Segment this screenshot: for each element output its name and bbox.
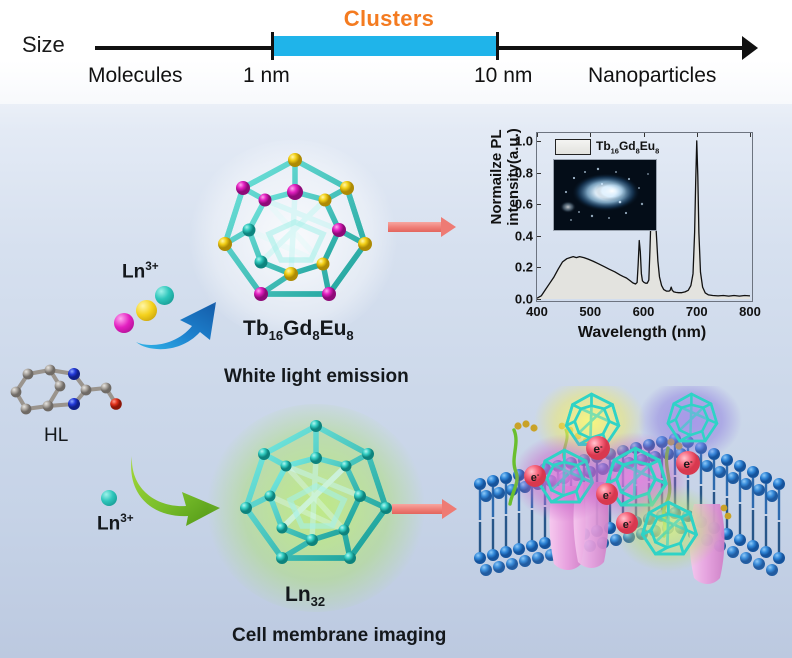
chart-x-tick-mark (537, 133, 538, 137)
top-pathway-caption: White light emission (224, 366, 409, 387)
size-axis-label-molecules: Molecules (88, 64, 183, 87)
cluster-cage-tb16gd8eu8-icon (218, 153, 372, 301)
chart-x-axis-label: Wavelength (nm) (577, 324, 707, 341)
bottom-result-arrow-shaft (392, 504, 444, 514)
size-axis-arrowhead-icon (742, 36, 758, 60)
chart-x-tick: 800 (739, 304, 761, 319)
top-result-arrow-head-icon (441, 217, 456, 237)
top-cluster-formula: Tb16Gd8Eu8 (243, 317, 354, 344)
electron-badge: e- e- e- e- e- (524, 436, 700, 534)
chart-y-tick-mark (537, 235, 541, 237)
chart-y-tick-mark (537, 299, 541, 300)
size-axis-title: Size (22, 32, 65, 57)
chart-y-tick-mark (537, 204, 541, 206)
chart-x-tick-mark (643, 133, 645, 137)
top-result-arrow-shaft (388, 222, 443, 232)
size-axis-label-10nm: 10 nm (474, 64, 533, 87)
clusters-highlight-label: Clusters (0, 6, 792, 32)
chart-x-tick: 700 (685, 304, 708, 319)
ion-sphere-magenta (114, 313, 134, 333)
bottom-pathway-caption: Cell membrane imaging (232, 625, 447, 646)
ion-sphere-yellow (136, 300, 157, 321)
chart-y-tick: 0.6 (514, 196, 533, 212)
clusters-range-bar (272, 36, 498, 56)
chart-plot-area: Tb16Gd8Eu8 (515, 132, 761, 319)
chart-y-tick-mark (537, 140, 541, 142)
size-axis-tick-1nm (271, 32, 274, 60)
top-ion-label: Ln3+ (122, 260, 159, 283)
svg-text:e-: e- (623, 517, 632, 531)
chart-y-tick: 0.2 (514, 259, 533, 275)
chart-y-tick: 0.0 (514, 291, 533, 307)
legend-swatch (555, 139, 591, 156)
chart-x-tick-mark (590, 133, 592, 137)
chart-y-tick: 0.8 (514, 165, 533, 181)
chart-legend: Tb16Gd8Eu8 (555, 139, 659, 155)
svg-text:e-: e- (683, 457, 693, 471)
chart-y-tick: 1.0 (514, 133, 533, 149)
size-axis-label-nanoparticles: Nanoparticles (588, 64, 717, 87)
svg-text:e-: e- (603, 488, 612, 502)
bottom-ion-label-text: Ln (97, 513, 121, 535)
inset-photo-graphic (554, 160, 656, 230)
chart-y-tick-mark (537, 172, 541, 174)
bottom-cluster-formula-text: Ln (285, 583, 311, 606)
svg-text:e-: e- (593, 442, 603, 456)
benzimidazole-carboxylate-molecule-icon (10, 364, 122, 415)
lipid-bilayer-with-clusters-icon: e- e- e- e- e- (474, 386, 785, 584)
green-curved-arrow-icon (131, 456, 220, 526)
ion-sphere-teal-bottom (101, 490, 117, 506)
chart-x-tick: 500 (579, 304, 602, 319)
chart-y-tick-mark (537, 267, 541, 269)
white-light-emission-photograph-inset (553, 159, 657, 231)
size-axis-tick-10nm (496, 32, 499, 60)
chart-x-tick: 400 (526, 304, 548, 319)
size-axis-label-1nm: 1 nm (243, 64, 290, 87)
pl-spectrum-chart: Normailze PL intensity(a.u.) Wavelength … (470, 124, 788, 358)
bottom-ion-label: Ln3+ (97, 512, 134, 535)
legend-label: Tb16Gd8Eu8 (596, 139, 660, 156)
top-ion-label-text: Ln (122, 261, 146, 283)
top-cluster-formula-text: Tb (243, 317, 269, 340)
bottom-result-arrow-head-icon (442, 499, 457, 519)
cluster-cage-ln32-icon (240, 420, 392, 564)
chart-x-tick-mark (750, 133, 751, 137)
blue-curved-arrow-icon (136, 302, 216, 350)
chart-y-tick: 0.4 (514, 228, 533, 244)
clusters-highlight-text: Clusters (343, 6, 435, 31)
ligand-label: HL (44, 425, 69, 446)
ion-sphere-teal (155, 286, 174, 305)
chart-x-tick-mark (696, 133, 698, 137)
bottom-cluster-formula: Ln32 (285, 583, 326, 610)
chart-x-tick: 600 (632, 304, 655, 319)
svg-text:e-: e- (531, 470, 540, 484)
